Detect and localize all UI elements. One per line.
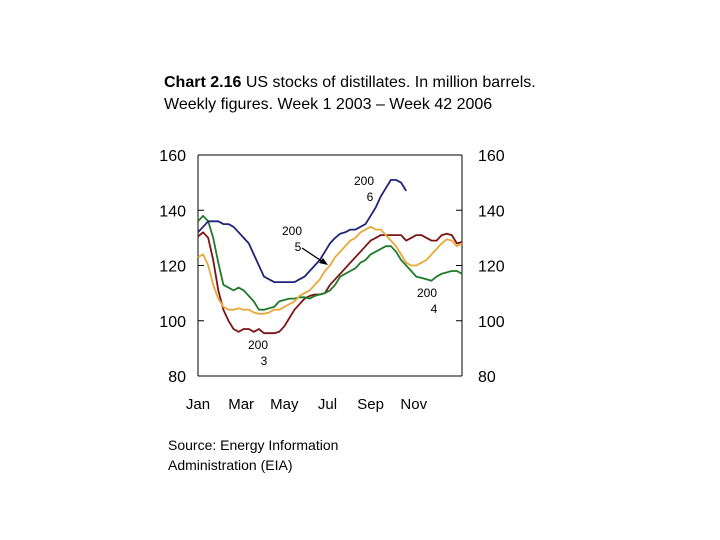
x-tick-label: Jul [318, 396, 337, 413]
y-tick-label-right: 160 [478, 148, 505, 165]
series-line-2004 [197, 214, 463, 311]
y-tick-label-right: 80 [478, 369, 496, 386]
annotation-2006-bottom: 6 [367, 190, 374, 204]
x-axis-ticks: Jan Mar May Jul Sep Nov [186, 396, 428, 413]
annotation-2004-bottom: 4 [431, 302, 438, 316]
chart-title-label: Chart 2.16 [164, 74, 242, 91]
series-line-2006 [197, 178, 407, 284]
y-tick-label-left: 120 [159, 259, 186, 276]
y-tick-label-right: 120 [478, 259, 505, 276]
annotation-2005-arrow [301, 247, 324, 263]
x-tick-label: May [270, 396, 299, 413]
chart-title: Chart 2.16 US stocks of distillates. In … [164, 72, 536, 116]
y-tick-label-left: 160 [159, 148, 186, 165]
annotation-2003-bottom: 3 [261, 354, 268, 368]
y-axis-ticks: 80 80 100 100 120 120 140 140 160 160 [159, 148, 505, 386]
source-note: Source: Energy Information Administratio… [168, 437, 339, 473]
series-line-2003 [197, 231, 463, 335]
annotation-2004-top: 200 [417, 286, 437, 300]
series-line-2005 [197, 225, 463, 315]
series-lines [197, 178, 463, 335]
y-tick-label-left: 100 [159, 314, 186, 331]
annotation-2005-arrowhead [319, 258, 328, 265]
annotation-2005-top: 200 [282, 224, 302, 238]
x-tick-label: Mar [228, 396, 254, 413]
y-tick-label-right: 140 [478, 203, 505, 220]
x-tick-label: Jan [186, 396, 210, 413]
annotation-2003-top: 200 [248, 338, 268, 352]
x-tick-label: Nov [400, 396, 427, 413]
annotation-2005-bottom: 5 [295, 240, 302, 254]
x-tick-label: Sep [357, 396, 384, 413]
y-tick-label-left: 80 [168, 369, 186, 386]
annotation-2006-top: 200 [354, 174, 374, 188]
y-tick-label-left: 140 [159, 203, 186, 220]
chart-title-text: US stocks of distillates. In million bar… [164, 74, 536, 113]
y-tick-label-right: 100 [478, 314, 505, 331]
